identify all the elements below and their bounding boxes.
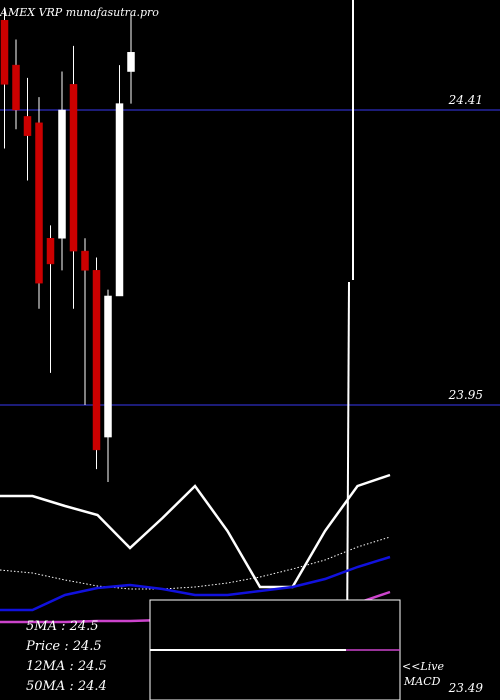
candle-body [69,84,78,252]
ma-label: 12MA : 24.5 [26,659,107,674]
candle-body [0,19,9,85]
price-tick-label: 23.49 [448,681,484,695]
live-label: <<Live [402,660,444,673]
candle-body [46,238,55,265]
vertical-marker-line-lower [346,281,350,651]
price-gridlines [0,109,500,406]
indicator-line [0,536,391,590]
ma-label: 50MA : 24.4 [26,679,107,694]
candle-body [127,52,135,72]
candle-body [12,64,20,111]
candle-body [92,270,101,451]
ma-label: 5MA : 24.5 [26,619,99,634]
ma-label: Price : 24.5 [25,639,102,654]
chart-title: AMEX VRP munafasutra.pro [0,6,159,19]
ma-value-labels: 5MA : 24.5 Price : 24.5 12MA : 24.5 50MA : … [25,619,107,694]
candles [0,7,135,482]
price-tick-label: 23.95 [448,388,483,402]
candle-body [115,103,124,297]
candle-body [104,295,112,438]
candle-body [23,116,32,136]
indicator-line [0,555,391,612]
macd-label: MACD [403,675,441,688]
candle-body [35,122,43,284]
candle-body [58,109,66,239]
price-tick-label: 24.41 [448,93,483,107]
candle-body [81,250,89,271]
indicator-line [0,473,391,589]
price-tick-labels: 24.41 23.95 23.49 [448,93,484,695]
